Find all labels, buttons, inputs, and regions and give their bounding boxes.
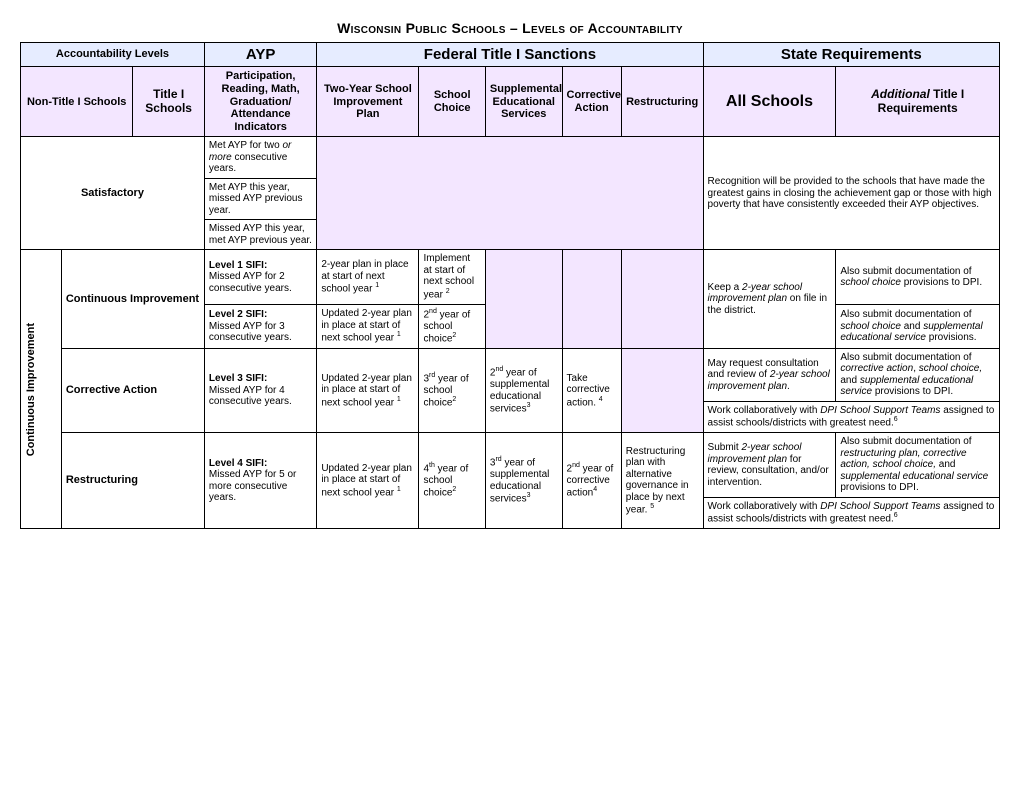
l3-corr: Take corrective action. 4 <box>562 348 621 432</box>
accountability-table: Accountability Levels AYP Federal Title … <box>20 42 1000 529</box>
row-corract: Corrective Action <box>61 348 204 432</box>
sat-r3: Missed AYP this year, met AYP previous y… <box>204 220 316 250</box>
hdr-accountability: Accountability Levels <box>21 43 205 67</box>
row-satisfactory: Satisfactory <box>21 137 205 250</box>
hdr-participation: Participation, Reading, Math, Graduation… <box>204 67 316 137</box>
hdr-corrective: Corrective Action <box>562 67 621 137</box>
l3-work: Work collaboratively with DPI School Sup… <box>703 401 999 432</box>
l1-also: Also submit documentation of school choi… <box>836 250 1000 304</box>
l4-sifi: Level 4 SIFI:Missed AYP for 5 or more co… <box>204 433 316 529</box>
l12-keep: Keep a 2-year school improvement plan on… <box>703 250 836 348</box>
l4-submit: Submit 2-year school improvement plan fo… <box>703 433 836 498</box>
l3-mayreq: May request consultation and review of 2… <box>703 348 836 401</box>
l4-work: Work collaboratively with DPI School Sup… <box>703 497 999 528</box>
row-contimp: Continuous Improvement <box>61 250 204 348</box>
l12-corr-blank <box>562 250 621 348</box>
l3-also: Also submit documentation of corrective … <box>836 348 1000 401</box>
hdr-ayp: AYP <box>204 43 316 67</box>
l2-sifi: Level 2 SIFI:Missed AYP for 3 consecutiv… <box>204 304 316 348</box>
l3-choice: 3rd year of school choice2 <box>419 348 485 432</box>
hdr-titlei: Title I Schools <box>133 67 205 137</box>
l3-sifi: Level 3 SIFI:Missed AYP for 4 consecutiv… <box>204 348 316 432</box>
l3-restruct-blank <box>621 348 703 432</box>
row-restruct: Restructuring <box>61 433 204 529</box>
sat-r1: Met AYP for two or more consecutive year… <box>204 137 316 179</box>
sat-blank <box>317 137 703 250</box>
hdr-supp: Supplemental Educational Services <box>485 67 562 137</box>
l2-plan: Updated 2-year plan in place at start of… <box>317 304 419 348</box>
l12-restruct-blank <box>621 250 703 348</box>
ci-vert: Continuous Improvement <box>21 250 62 529</box>
l1-plan: 2-year plan in place at start of next sc… <box>317 250 419 304</box>
l4-corr: 2nd year of corrective action4 <box>562 433 621 529</box>
page-title: Wisconsin Public Schools – Levels of Acc… <box>20 20 1000 36</box>
l1-choice: Implement at start of next school year 2 <box>419 250 485 304</box>
l2-also: Also submit documentation of school choi… <box>836 304 1000 348</box>
l12-supp-blank <box>485 250 562 348</box>
l1-sifi: Level 1 SIFI:Missed AYP for 2 consecutiv… <box>204 250 316 304</box>
l4-restruct: Restructuring plan with alternative gove… <box>621 433 703 529</box>
l4-choice: 4th year of school choice2 <box>419 433 485 529</box>
l4-also: Also submit documentation of restructuri… <box>836 433 1000 498</box>
hdr-state: State Requirements <box>703 43 999 67</box>
sat-recognition: Recognition will be provided to the scho… <box>703 137 999 250</box>
l3-supp: 2nd year of supplemental educational ser… <box>485 348 562 432</box>
hdr-allschools: All Schools <box>703 67 836 137</box>
hdr-federal: Federal Title I Sanctions <box>317 43 703 67</box>
hdr-choice: School Choice <box>419 67 485 137</box>
hdr-restructuring: Restructuring <box>621 67 703 137</box>
hdr-nontitle: Non-Title I Schools <box>21 67 133 137</box>
l4-plan: Updated 2-year plan in place at start of… <box>317 433 419 529</box>
l2-choice: 2nd year of school choice2 <box>419 304 485 348</box>
sat-r2: Met AYP this year, missed AYP previous y… <box>204 178 316 220</box>
l3-plan: Updated 2-year plan in place at start of… <box>317 348 419 432</box>
hdr-addtitlei: Additional Title I Requirements <box>836 67 1000 137</box>
l4-supp: 3rd year of supplemental educational ser… <box>485 433 562 529</box>
hdr-twoyear: Two-Year School Improvement Plan <box>317 67 419 137</box>
